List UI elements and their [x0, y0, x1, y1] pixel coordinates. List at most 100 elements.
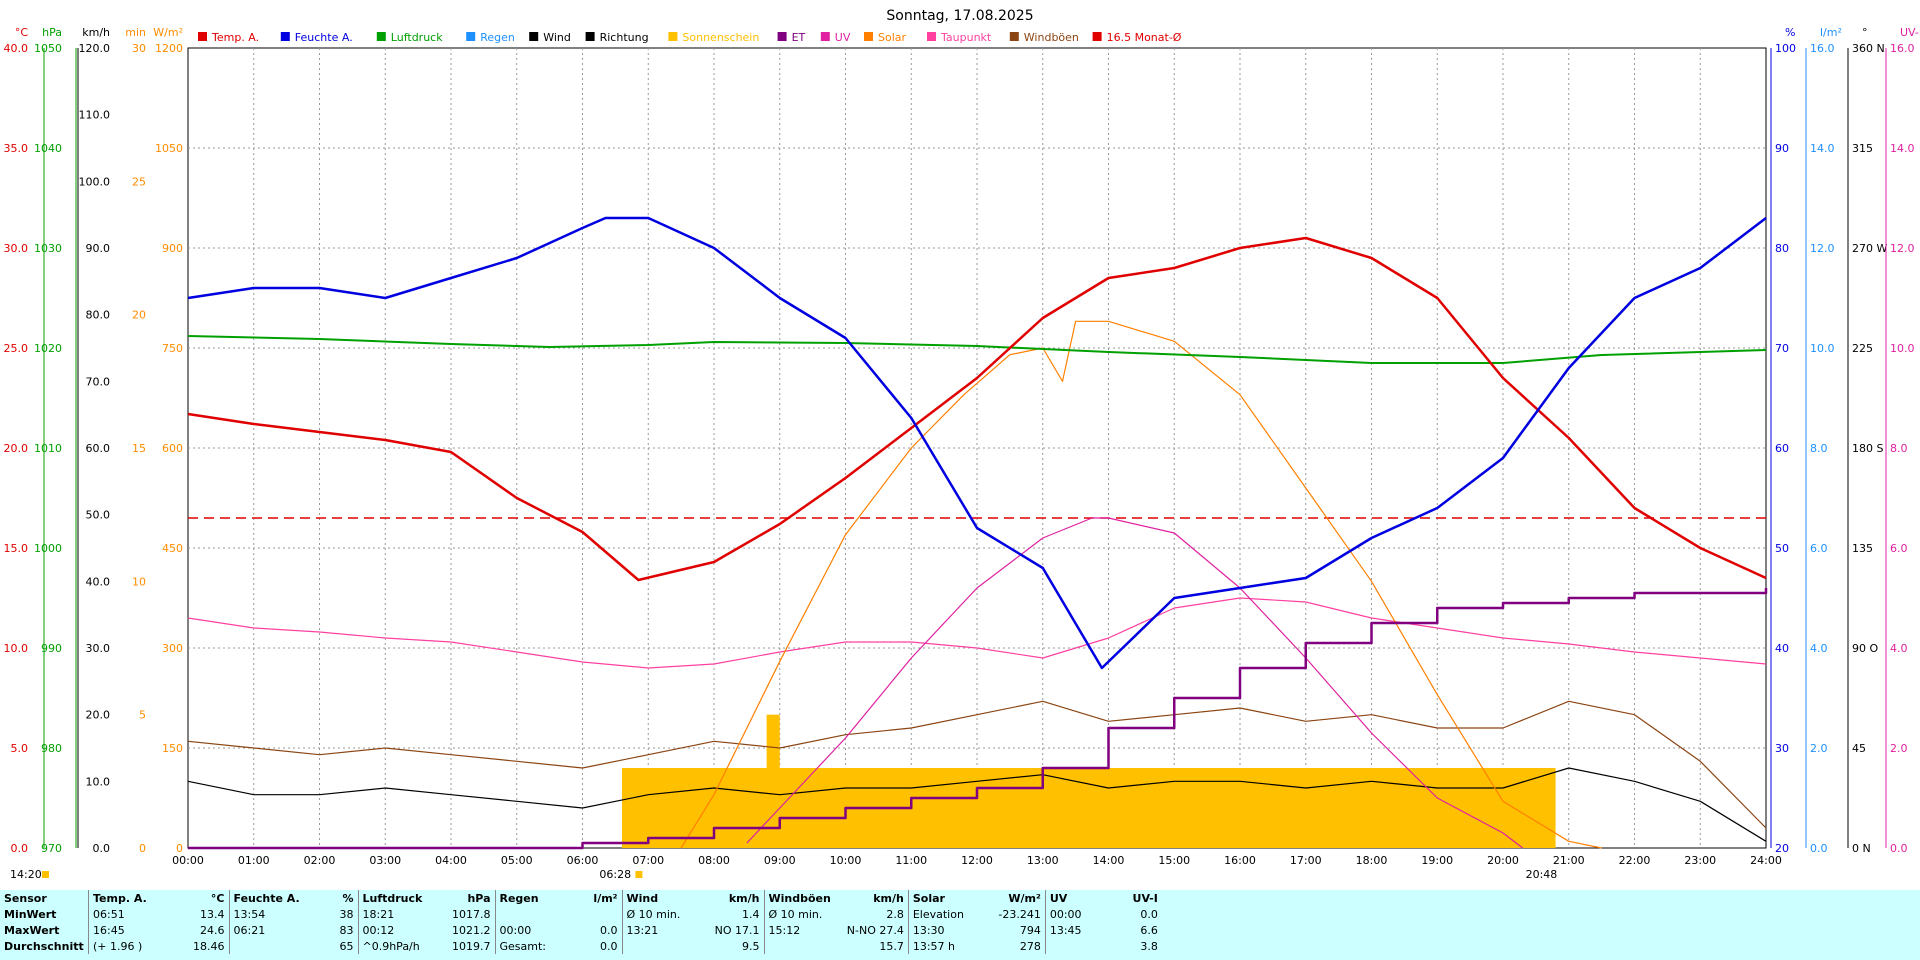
left-axis-tick: 1000	[34, 542, 62, 555]
series-uv	[746, 517, 1524, 849]
series-taupunkt	[187, 597, 1767, 669]
right-axis-tick: 60	[1775, 442, 1789, 455]
press-min-time: 18:21	[357, 906, 442, 922]
x-tick-label: 09:00	[764, 854, 796, 867]
legend-label: ET	[792, 31, 806, 44]
left-axis-tick: 1030	[34, 242, 62, 255]
x-tick-label: 00:00	[172, 854, 204, 867]
left-axis-tick: 300	[162, 642, 183, 655]
legend-swatch	[777, 32, 787, 41]
right-axis-tick: 50	[1775, 542, 1789, 555]
gust-head: Windböen	[763, 890, 835, 906]
gust-min-label: Ø 10 min.	[763, 906, 835, 922]
press-head: Luftdruck	[357, 890, 442, 906]
uv-head: UV	[1044, 890, 1109, 906]
temp-min: 13.4	[200, 907, 225, 921]
left-axis-tick: 1020	[34, 342, 62, 355]
rain-unit: l/m²	[593, 891, 618, 905]
left-axis-tick: 70.0	[86, 375, 111, 388]
left-axis-tick: 750	[162, 342, 183, 355]
hum-max: 83	[339, 923, 354, 937]
right-axis-tick: 4.0	[1890, 642, 1908, 655]
right-axis-tick: 80	[1775, 242, 1789, 255]
chart-svg: Sonntag, 17.08.2025 Temp. A. Feuchte A. Luf…	[4, 8, 1920, 881]
legend-label: Temp. A.	[211, 31, 259, 44]
x-tick-label: 15:00	[1158, 854, 1190, 867]
chart-title: Sonntag, 17.08.2025	[886, 8, 1033, 24]
left-axis-tick: 20.0	[4, 442, 29, 455]
gust-unit: km/h	[873, 891, 904, 905]
rain-head: Regen	[494, 890, 574, 906]
gust-max-time: 15:12	[763, 922, 835, 938]
stats-row-label: Sensor	[4, 891, 47, 905]
left-axis-tick: 20.0	[86, 709, 111, 722]
left-axis-tick: 25	[132, 175, 146, 188]
left-axis-tick: 0	[139, 842, 146, 855]
rain-max: 0.0	[600, 923, 618, 937]
x-tick-label: 16:00	[1224, 854, 1256, 867]
series-solar	[680, 320, 1602, 849]
x-tick-label: 14:00	[1093, 854, 1125, 867]
right-axis-unit: °	[1862, 26, 1868, 39]
right-axis-tick: 315	[1852, 142, 1873, 155]
uv-unit: UV-I	[1132, 891, 1158, 905]
hum-max-time: 06:21	[228, 922, 330, 938]
wind-head: Wind	[621, 890, 691, 906]
x-tick-label: 01:00	[238, 854, 270, 867]
wind-max: NO 17.1	[714, 923, 760, 937]
marker-sun-icon	[42, 871, 49, 878]
left-axis-tick: 1050	[155, 142, 183, 155]
wind-unit: km/h	[728, 891, 760, 905]
x-tick-label: 11:00	[895, 854, 927, 867]
right-axis-tick: 180 S	[1852, 442, 1883, 455]
press-avg-note: ^0.9hPa/h	[357, 938, 442, 954]
wind-avg: 9.5	[742, 939, 760, 953]
right-axis-tick: 40	[1775, 642, 1789, 655]
uv-min-time: 00:00	[1044, 906, 1109, 922]
sunrise-icon	[635, 871, 643, 878]
left-axis-tick: 0.0	[11, 842, 29, 855]
left-axis-tick: 970	[41, 842, 62, 855]
series-feuchte-a	[187, 216, 1767, 670]
x-tick-label: 20:00	[1487, 854, 1519, 867]
solar-unit: W/m²	[1008, 891, 1041, 905]
right-axis-tick: 0.0	[1810, 842, 1828, 855]
left-axis-tick: 150	[162, 742, 183, 755]
left-axis-tick: 40.0	[4, 42, 29, 55]
right-axis-tick: 90	[1775, 142, 1789, 155]
legend-label: 16.5 Monat-Ø	[1107, 31, 1182, 44]
hum-min: 38	[339, 907, 354, 921]
right-axis-unit: UV-I	[1900, 26, 1920, 39]
press-avg: 1019.7	[452, 939, 491, 953]
left-axis-tick: 50.0	[86, 509, 111, 522]
right-axis-tick: 8.0	[1890, 442, 1908, 455]
series-et	[188, 588, 1768, 850]
right-axis-tick: 0.0	[1890, 842, 1908, 855]
left-axis-tick: 1010	[34, 442, 62, 455]
left-axis-tick: 15	[132, 442, 146, 455]
left-axis-tick: 900	[162, 242, 183, 255]
left-axis-tick: 100.0	[79, 175, 111, 188]
x-tick-label: 12:00	[961, 854, 993, 867]
left-axis-tick: 1050	[34, 42, 62, 55]
left-axis-tick: 600	[162, 442, 183, 455]
left-axis-tick: 0	[176, 842, 183, 855]
x-tick-label: 10:00	[830, 854, 862, 867]
right-axis-tick: 16.0	[1810, 42, 1835, 55]
legend-label: Taupunkt	[940, 31, 992, 44]
left-axis-tick: 1200	[155, 42, 183, 55]
press-min: 1017.8	[452, 907, 491, 921]
legend-label: Feuchte A.	[295, 31, 353, 44]
wind-min-label: Ø 10 min.	[621, 906, 691, 922]
temp-min-time: 06:51	[88, 906, 189, 922]
solar-min: -23.241	[998, 907, 1041, 921]
legend-label: Luftdruck	[391, 31, 443, 44]
right-axis-tick: 2.0	[1890, 742, 1908, 755]
hum-avg: 65	[339, 939, 354, 953]
time-marker: 14:20	[10, 868, 42, 881]
left-axis-unit: min	[125, 26, 146, 39]
gust-avg: 15.7	[879, 939, 904, 953]
legend-label: Windböen	[1024, 31, 1079, 44]
x-tick-label: 05:00	[501, 854, 533, 867]
left-axis-tick: 120.0	[79, 42, 111, 55]
